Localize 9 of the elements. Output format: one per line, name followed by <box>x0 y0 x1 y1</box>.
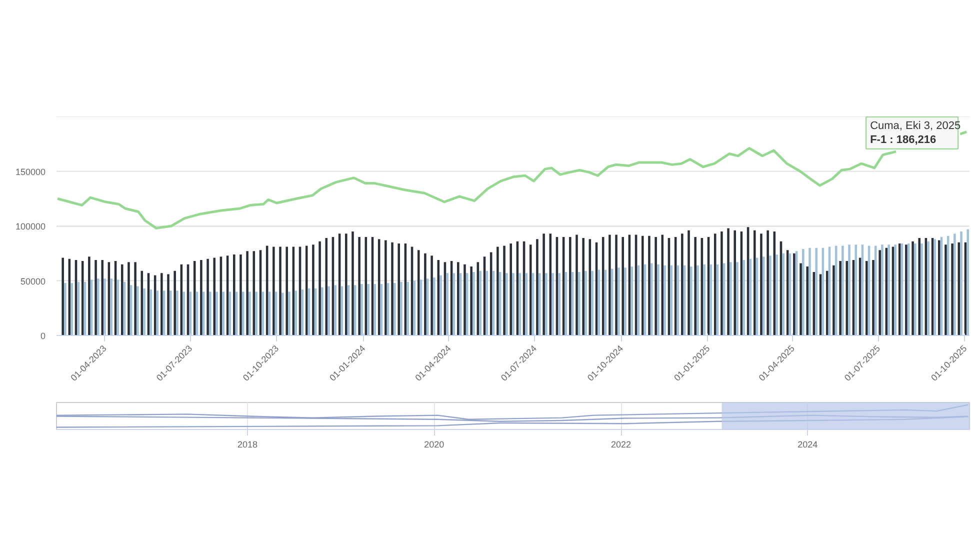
x-tick-label: 2018 <box>237 440 258 450</box>
x-tick-label: 2020 <box>424 440 444 450</box>
x-tick-label: 2022 <box>611 440 632 450</box>
annotation: F-1 : 186,216 <box>870 134 936 146</box>
y-tick-label: 100000 <box>15 222 46 232</box>
x-tick-label: 2024 <box>798 440 818 450</box>
y-tick-label: 0 <box>40 331 46 341</box>
y-tick-label: 50000 <box>20 276 46 286</box>
y-tick-label: 150000 <box>15 166 46 177</box>
